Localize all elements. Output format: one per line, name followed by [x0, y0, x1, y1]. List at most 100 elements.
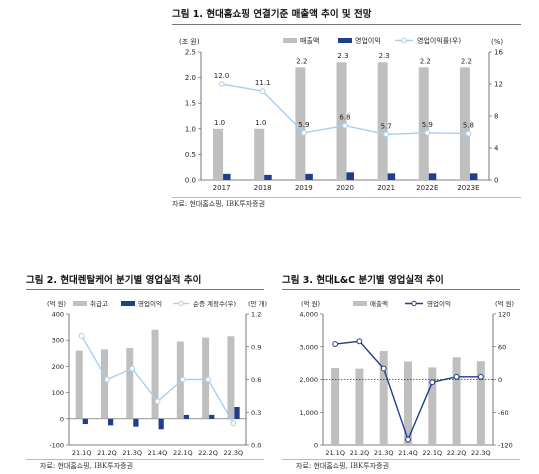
- fig2-left-tick-label: 100: [52, 389, 64, 397]
- fig3-left-tick-label: 2,000: [299, 376, 318, 384]
- fig2-bar-primary: [100, 349, 108, 419]
- fig3-ylabel-right: (억 원): [495, 299, 514, 308]
- fig2-bar-secondary: [107, 418, 114, 426]
- fig2-legend-op: 영업이익: [138, 299, 162, 308]
- fig3-x-tick-label: 21.3Q: [374, 449, 394, 457]
- fig2-x-tick-label: 22.2Q: [198, 449, 218, 457]
- figure1-source: 자료: 현대홈쇼핑, IBK투자증권: [172, 200, 266, 208]
- fig1-bar-label: 2.2: [296, 57, 307, 65]
- fig2-x-tick-label: 22.1Q: [173, 449, 193, 457]
- fig2-x-tick-label: 21.1Q: [72, 449, 92, 457]
- fig3-line-point: [380, 365, 387, 372]
- figure3-top-rule: [282, 289, 520, 290]
- fig2-bar-primary: [151, 329, 159, 419]
- fig1-left-tick-label: 2.0: [185, 74, 196, 82]
- fig3-line-point: [356, 338, 363, 345]
- fig1-bar-primary: [254, 128, 265, 180]
- fig3-right-tick-label: 120: [498, 311, 510, 319]
- fig1-line-point: [383, 131, 390, 138]
- fig3-line-point: [453, 373, 460, 380]
- fig3-line-point: [429, 379, 436, 386]
- fig1-bar-label: 1.0: [214, 119, 225, 127]
- figure1-top-rule: [172, 24, 521, 25]
- figure3-source: 자료: 현대홈쇼핑, IBK투자증권: [296, 462, 390, 470]
- fig2-left-tick-label: -100: [49, 442, 64, 450]
- fig1-x-tick-label: 2021: [377, 184, 395, 192]
- fig1-line-point: [259, 88, 266, 95]
- fig2-left-tick-label: 400: [52, 311, 64, 319]
- fig1-x-tick-label: 2019: [295, 184, 313, 192]
- fig2-bar-primary: [75, 350, 83, 419]
- fig1-legend-op: 영업이익: [355, 36, 381, 45]
- fig1-bar-secondary: [264, 174, 272, 180]
- fig1-left-tick-label: 1.0: [185, 125, 196, 133]
- figure1-title: 그림 1. 현대홈쇼핑 연결기준 매출액 추이 및 전망: [172, 9, 372, 20]
- fig1-x-tick-label: 2020: [336, 184, 354, 192]
- fig1-bar-label: 2.2: [420, 57, 431, 65]
- fig2-legend-volume: 취급고: [90, 300, 108, 308]
- fig2-ylabel-right: (만 개): [248, 299, 267, 308]
- fig1-left-tick-label: 1.5: [185, 100, 196, 108]
- fig2-x-tick-label: 22.3Q: [224, 449, 244, 457]
- fig1-bar-secondary: [223, 173, 231, 180]
- fig3-line-point: [332, 341, 339, 347]
- fig2-line-point: [78, 332, 85, 339]
- figure1-bottom-rule: [172, 197, 521, 198]
- fig1-bar-primary: [295, 67, 306, 180]
- fig2-bar-primary: [126, 348, 134, 419]
- fig1-bar-secondary: [469, 173, 478, 180]
- fig2-bar-secondary: [209, 414, 215, 419]
- fig1-line-label: 6.8: [339, 114, 350, 122]
- fig1-bar-primary: [459, 67, 470, 180]
- fig2-left-tick-label: 200: [52, 363, 64, 371]
- fig1-bar-label: 2.3: [379, 52, 390, 60]
- fig1-line-label: 11.1: [255, 79, 271, 87]
- fig2-line-point: [230, 420, 237, 427]
- fig1-line-point: [300, 129, 307, 136]
- fig1-line-point: [424, 129, 431, 136]
- fig1-bar-primary: [418, 67, 429, 180]
- fig1-line-label: 5.7: [381, 122, 392, 130]
- fig2-left-tick-label: 300: [52, 337, 64, 345]
- fig3-bar-primary: [428, 367, 437, 445]
- figure2-bottom-rule: [26, 459, 264, 460]
- fig1-bar-secondary: [387, 173, 396, 180]
- fig3-x-tick-label: 21.1Q: [325, 449, 345, 457]
- fig2-x-tick-label: 21.3Q: [122, 449, 142, 457]
- fig2-right-tick-label: 0.6: [251, 376, 261, 384]
- fig3-legend-op: 영업이익: [427, 299, 451, 308]
- fig3-x-tick-label: 22.1Q: [422, 449, 442, 457]
- fig1-x-tick-label: 2018: [254, 184, 272, 192]
- fig1-right-tick-label: 0: [494, 177, 498, 185]
- fig1-legend-swatch-sales: [283, 38, 297, 43]
- fig3-bar-primary: [476, 361, 485, 445]
- fig2-line-point: [129, 365, 136, 372]
- fig3-ylabel-left: (억 원): [301, 299, 320, 308]
- fig3-x-tick-label: 21.4Q: [398, 449, 418, 457]
- fig2-line-point: [179, 376, 186, 383]
- fig1-line-point: [342, 122, 348, 129]
- fig3-left-tick-label: 3,000: [299, 343, 318, 351]
- fig2-legend-swatch-volume: [73, 301, 87, 306]
- fig1-legend-sales: 매출액: [300, 36, 319, 45]
- fig1-legend-marker-margin: [401, 37, 407, 44]
- fig2-bar-secondary: [234, 407, 240, 419]
- fig3-legend-marker-op: [411, 300, 417, 307]
- fig2-bar-primary: [227, 336, 235, 419]
- figure3-bottom-rule: [282, 459, 520, 460]
- fig3-legend-sales: 매출액: [370, 299, 388, 308]
- figure2-source: 자료: 현대홈쇼핑, IBK투자증권: [40, 462, 134, 470]
- fig1-x-tick-label: 2023E: [457, 184, 479, 192]
- fig3-right-tick-label: -120: [498, 442, 513, 450]
- fig3-left-tick-label: 4,000: [299, 311, 318, 319]
- fig1-bar-label: 2.3: [337, 52, 348, 60]
- fig2-line-point: [104, 376, 110, 383]
- fig2-line-point: [205, 376, 211, 383]
- fig3-right-tick-label: 0: [498, 376, 502, 384]
- fig3-bar-primary: [379, 351, 388, 445]
- fig1-right-tick-label: 4: [494, 145, 499, 153]
- fig1-left-tick-label: 0.5: [185, 151, 196, 159]
- figure2-top-rule: [26, 289, 264, 290]
- fig1-line-label: 5.9: [298, 121, 309, 129]
